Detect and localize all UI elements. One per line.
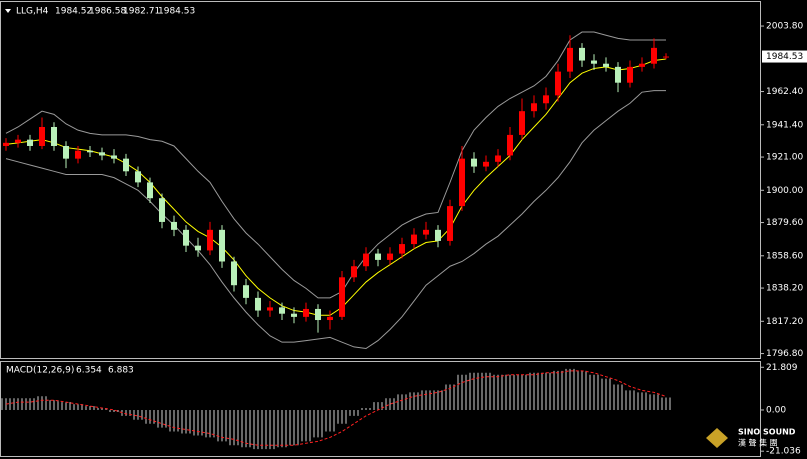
candle-body bbox=[651, 47, 657, 64]
main-panel bbox=[0, 1, 761, 359]
candle-body bbox=[39, 126, 45, 146]
candle-body bbox=[435, 229, 441, 241]
y-tick-label: 1941.40 bbox=[766, 120, 803, 130]
candle-body bbox=[519, 111, 525, 135]
candle-body bbox=[195, 245, 201, 251]
logo-chinese: 漢 聲 集 團 bbox=[738, 438, 778, 448]
macd-value: 6.354 bbox=[76, 366, 102, 376]
candle-body bbox=[411, 234, 417, 245]
symbol: LLG,H4 bbox=[16, 7, 49, 17]
close: 1984.53 bbox=[158, 7, 195, 17]
candle-body bbox=[615, 66, 621, 83]
candle-body bbox=[363, 253, 369, 267]
candle-body bbox=[555, 71, 561, 96]
candle-body bbox=[135, 171, 141, 183]
candle-body bbox=[579, 47, 585, 61]
candle-body bbox=[531, 103, 537, 112]
candle-body bbox=[351, 266, 357, 278]
logo: SINO SOUND 漢 聲 集 團 bbox=[706, 428, 796, 448]
candle-body bbox=[627, 66, 633, 83]
candle-body bbox=[639, 63, 645, 67]
candle-body bbox=[423, 229, 429, 235]
indicator-line bbox=[5, 90, 666, 350]
candle-body bbox=[51, 126, 57, 146]
open: 1984.52 bbox=[55, 7, 92, 17]
candle-body bbox=[495, 155, 501, 162]
y-tick-label: 1858.60 bbox=[766, 251, 803, 261]
signal-value: 6.883 bbox=[108, 366, 134, 376]
candle-body bbox=[567, 47, 573, 72]
candle-body bbox=[399, 244, 405, 254]
macd-panel bbox=[0, 361, 761, 457]
candle-body bbox=[15, 139, 21, 143]
candle-body bbox=[255, 297, 261, 311]
candle-body bbox=[459, 158, 465, 207]
candle-body bbox=[447, 206, 453, 241]
candle-body bbox=[219, 229, 225, 262]
candle-body bbox=[507, 134, 513, 156]
y-tick-label: 1796.80 bbox=[766, 349, 803, 359]
candle-body bbox=[207, 229, 213, 251]
y-tick-label: -21.036 bbox=[766, 447, 801, 457]
y-tick-label: 1900.00 bbox=[766, 186, 803, 196]
candle-body bbox=[543, 95, 549, 104]
low: 1982.71 bbox=[123, 7, 160, 17]
candle-body bbox=[483, 161, 489, 167]
y-tick-label: 1817.20 bbox=[766, 317, 803, 327]
candle-body bbox=[375, 253, 381, 260]
candle-body bbox=[75, 150, 81, 159]
candle-body bbox=[27, 139, 33, 146]
candle-body bbox=[267, 307, 273, 311]
candle-body bbox=[303, 308, 309, 317]
y-tick-label: 1962.40 bbox=[766, 87, 803, 97]
candle-body bbox=[123, 158, 129, 172]
candle-body bbox=[339, 277, 345, 317]
y-tick-label: 1879.60 bbox=[766, 218, 803, 228]
signal-line bbox=[5, 370, 667, 446]
indicator-line bbox=[5, 31, 666, 299]
logo-icon bbox=[706, 428, 728, 448]
menu-arrow bbox=[5, 9, 11, 13]
candle-body bbox=[663, 56, 669, 58]
y-tick-label: 1838.20 bbox=[766, 284, 803, 294]
y-tick-label: 2003.80 bbox=[766, 22, 803, 32]
candle-body bbox=[471, 158, 477, 167]
candle-body bbox=[159, 198, 165, 222]
candle-body bbox=[171, 221, 177, 230]
candle-body bbox=[147, 182, 153, 199]
candle-body bbox=[231, 261, 237, 286]
candle-body bbox=[291, 313, 297, 317]
candle-body bbox=[183, 229, 189, 246]
candle-body bbox=[603, 63, 609, 67]
candle-body bbox=[315, 308, 321, 321]
price-label: 1984.53 bbox=[766, 52, 803, 62]
candle-body bbox=[99, 152, 105, 156]
candle-body bbox=[111, 155, 117, 159]
candle-body bbox=[63, 145, 69, 159]
candle-body bbox=[279, 307, 285, 314]
candle-body bbox=[591, 60, 597, 64]
high: 1986.58 bbox=[89, 7, 126, 17]
y-tick-label: 0.00 bbox=[766, 405, 786, 415]
candle-body bbox=[327, 316, 333, 321]
price-label-box bbox=[762, 50, 807, 63]
candle-body bbox=[3, 142, 9, 146]
candle-body bbox=[387, 253, 393, 260]
logo-name: SINO SOUND bbox=[738, 428, 796, 437]
candle-body bbox=[87, 150, 93, 153]
y-tick-label: 21.809 bbox=[766, 363, 798, 373]
y-tick-label: 1921.00 bbox=[766, 153, 803, 163]
macd-label: MACD(12,26,9) bbox=[6, 366, 74, 376]
candle-body bbox=[243, 285, 249, 298]
